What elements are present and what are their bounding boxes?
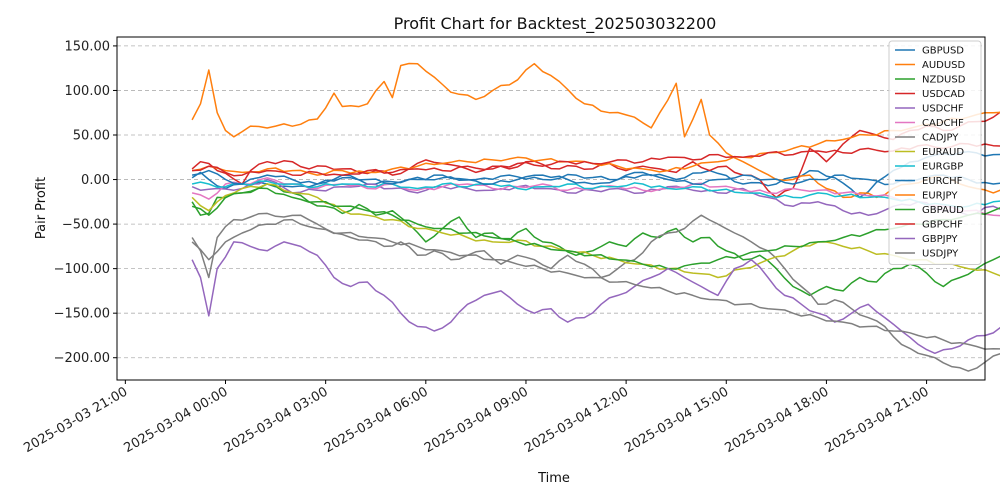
- series-line-usdjpy: [191, 218, 1000, 350]
- y-tick-label: −200.00: [54, 351, 110, 366]
- series-line-eurjpy: [191, 111, 1000, 176]
- legend-box: [888, 40, 982, 265]
- x-tick-label: 2025-03-04 15:00: [622, 384, 731, 456]
- x-tick-label: 2025-03-04 06:00: [322, 384, 431, 456]
- series-line-eurgbp: [191, 180, 1000, 209]
- legend-label: GBPCHF: [922, 220, 963, 231]
- x-tick-label: 2025-03-04 21:00: [823, 384, 932, 456]
- legend-label: USDCHF: [922, 104, 964, 115]
- y-tick-label: −100.00: [54, 262, 110, 277]
- x-tick-label: 2025-03-04 00:00: [122, 384, 231, 456]
- x-tick-label: 2025-03-04 18:00: [722, 384, 831, 456]
- series-line-eurchf: [191, 169, 1000, 186]
- series-line-nzdusd: [191, 183, 1000, 297]
- legend-label: USDJPY: [922, 249, 959, 260]
- legend-label: GBPJPY: [922, 234, 958, 245]
- legend-label: GBPUSD: [922, 46, 964, 57]
- x-tick-label: 2025-03-04 03:00: [222, 384, 331, 456]
- series-line-cadjpy: [191, 212, 1000, 372]
- grid-lines: [117, 45, 985, 359]
- x-tick-label: 2025-03-03 21:00: [21, 384, 130, 456]
- legend-label: EURCHF: [922, 176, 963, 187]
- y-tick-label: −50.00: [62, 218, 110, 233]
- x-tick-label: 2025-03-04 09:00: [422, 384, 531, 456]
- y-axis-title: Pair Profit: [34, 177, 49, 239]
- chart-title: Profit Chart for Backtest_202503032200: [394, 14, 717, 34]
- series-line-gbpjpy: [191, 241, 1000, 355]
- legend-label: USDCAD: [922, 89, 965, 100]
- series-line-cadchf: [191, 177, 1000, 217]
- y-tick-label: −150.00: [54, 307, 110, 322]
- legend-label: EURAUD: [922, 147, 964, 158]
- legend-label: EURJPY: [922, 191, 958, 202]
- y-tick-label: 50.00: [73, 129, 110, 144]
- y-tick-label: 0.00: [81, 173, 110, 188]
- series-line-usdcad: [191, 111, 1000, 199]
- series-line-gbpusd: [191, 150, 1000, 199]
- x-axis-title: Time: [537, 471, 570, 486]
- y-tick-label: 100.00: [65, 84, 111, 99]
- legend-label: GBPAUD: [922, 205, 964, 216]
- series-line-gbpaud: [191, 187, 1000, 270]
- legend: GBPUSD AUDUSD NZDUSD USDCAD USDCHF CADCHF CADJ…: [888, 40, 982, 265]
- series-line-audusd: [191, 62, 1000, 199]
- y-tick-label: 150.00: [65, 39, 111, 54]
- series-line-gbpchf: [192, 142, 1000, 177]
- y-axis: −200.00 −150.00 −100.00 −50.00 0.00 50.00 100.…: [54, 39, 117, 366]
- series-lines: [191, 62, 1000, 372]
- x-tick-label: 2025-03-04 12:00: [522, 384, 631, 456]
- legend-label: EURGBP: [922, 162, 963, 173]
- legend-label: CADCHF: [922, 118, 964, 129]
- legend-label: NZDUSD: [922, 75, 966, 86]
- plot-frame: [116, 36, 986, 381]
- legend-label: AUDUSD: [922, 60, 966, 71]
- legend-label: CADJPY: [922, 133, 959, 144]
